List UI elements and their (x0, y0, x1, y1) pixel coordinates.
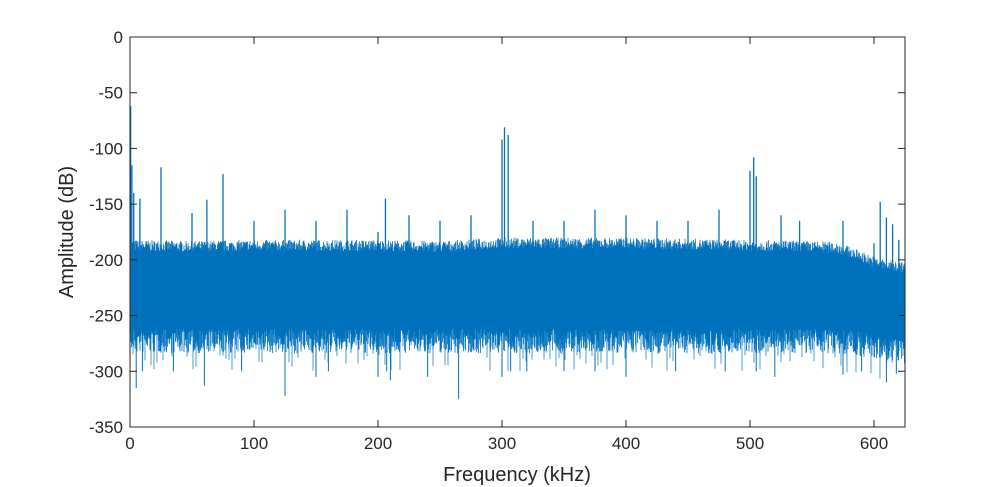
y-tick-label: -100 (89, 139, 123, 158)
x-axis-label: Frequency (kHz) (443, 464, 591, 486)
x-tick-label: 0 (125, 434, 134, 453)
noise-floor-trace (129, 237, 906, 364)
x-tick-label: 400 (612, 434, 640, 453)
y-tick-label: -150 (89, 195, 123, 214)
plot-area-frame (129, 36, 906, 428)
x-tick-label: 600 (860, 434, 888, 453)
x-tick-label: 500 (736, 434, 764, 453)
x-tick-label: 100 (240, 434, 268, 453)
y-tick-label: 0 (114, 28, 123, 47)
y-axis-label: Amplitude (dB) (56, 166, 78, 298)
axis-ticks: 0 100 200 300 400 500 600 0 -50 -100 -150 -200 -250 -… (89, 28, 905, 453)
spectrum-series (129, 106, 906, 400)
y-tick-label: -50 (98, 84, 123, 103)
x-tick-label: 300 (488, 434, 516, 453)
y-tick-label: -200 (89, 251, 123, 270)
y-tick-label: -250 (89, 307, 123, 326)
y-tick-label: -350 (89, 418, 123, 437)
x-tick-label: 200 (364, 434, 392, 453)
noise-excursions (132, 328, 893, 379)
y-tick-label: -300 (89, 362, 123, 381)
